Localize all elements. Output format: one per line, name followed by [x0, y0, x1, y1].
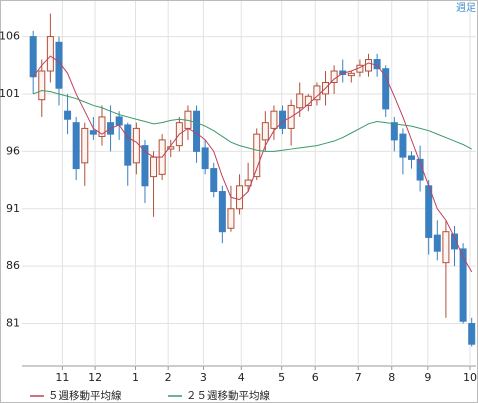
x-tick-label: 2 — [165, 371, 172, 384]
candle-body — [425, 185, 433, 238]
candle-body — [399, 133, 407, 158]
x-tick-label: 12 — [88, 371, 102, 384]
candle-body — [193, 110, 201, 152]
x-tick-label: 1 — [132, 371, 139, 384]
candle-body — [115, 116, 123, 126]
candle-body — [64, 110, 72, 120]
moving-average-line — [32, 90, 472, 152]
legend-label: ２５週移動平均線 — [186, 389, 270, 402]
candle-body — [227, 208, 235, 229]
legend-label: ５週移動平均線 — [48, 389, 122, 402]
moving-average-line — [32, 55, 473, 273]
candle-body — [46, 36, 54, 72]
candle-body — [279, 110, 287, 129]
candle-body — [218, 191, 226, 233]
candle-body — [253, 133, 261, 178]
candle-body — [451, 233, 459, 250]
x-tick-label: 7 — [355, 371, 362, 384]
y-tick-label: 106 — [0, 30, 20, 43]
candle-body — [468, 323, 476, 345]
candle-body — [167, 146, 175, 150]
x-tick-label: 8 — [388, 371, 395, 384]
candle-body — [201, 147, 209, 170]
candle-body — [81, 127, 89, 164]
candle-body — [459, 248, 467, 322]
x-tick-label: 10 — [463, 371, 477, 384]
y-tick-label: 96 — [6, 144, 20, 157]
candle-body — [89, 130, 97, 135]
candle-body — [132, 127, 140, 164]
x-tick-label: 5 — [278, 371, 285, 384]
candle-body — [442, 231, 450, 264]
y-tick-label: 86 — [6, 259, 20, 272]
candle-body — [433, 234, 441, 252]
candle-body — [347, 72, 355, 77]
candle-body — [29, 36, 37, 78]
candle-body — [390, 122, 398, 141]
candle-body — [150, 156, 158, 178]
candle-body — [124, 124, 132, 166]
candle-body — [365, 59, 373, 72]
x-tick-label: 6 — [312, 371, 319, 384]
candle-body — [270, 110, 278, 129]
candle-body — [408, 155, 416, 160]
candle-body — [38, 70, 46, 101]
x-tick-label: 9 — [424, 371, 431, 384]
x-tick-label: 11 — [55, 371, 69, 384]
candle-body — [141, 145, 149, 187]
candle-body — [296, 93, 304, 109]
candle-body — [210, 168, 218, 193]
candle-body — [98, 116, 106, 137]
annotation: 週足 — [456, 2, 476, 14]
candle-body — [261, 122, 269, 141]
y-tick-label: 81 — [6, 317, 20, 330]
x-tick-label: 4 — [238, 371, 245, 384]
candle-body — [382, 68, 390, 110]
candle-body — [72, 122, 80, 170]
y-tick-label: 101 — [0, 87, 20, 100]
x-tick-label: 3 — [200, 371, 207, 384]
y-tick-label: 91 — [6, 202, 20, 215]
